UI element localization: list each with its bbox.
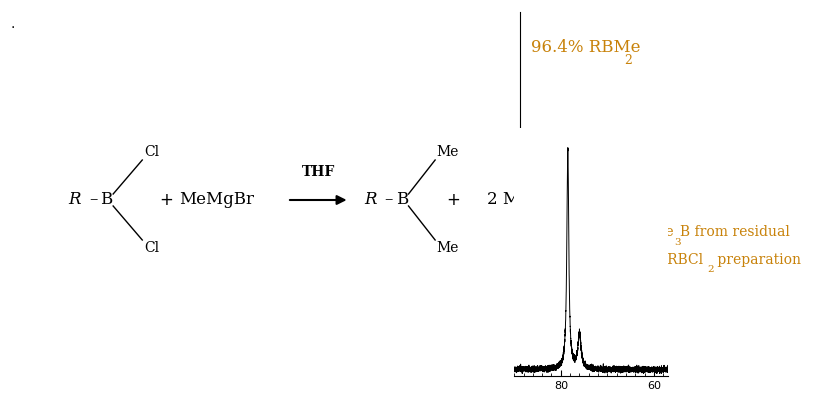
Text: +: + bbox=[447, 191, 460, 209]
Text: Cl: Cl bbox=[145, 241, 160, 255]
Text: in RBCl: in RBCl bbox=[645, 253, 703, 267]
Text: B: B bbox=[396, 192, 408, 208]
Text: Cl: Cl bbox=[145, 145, 160, 159]
Text: B from residual: B from residual bbox=[680, 225, 790, 239]
Text: MeMgBr: MeMgBr bbox=[179, 192, 254, 208]
Text: +: + bbox=[160, 191, 173, 209]
Text: 2 MgBrCl: 2 MgBrCl bbox=[487, 192, 568, 208]
Text: 2: 2 bbox=[707, 266, 714, 274]
Text: 96.4% RBMe: 96.4% RBMe bbox=[531, 40, 641, 56]
Text: R: R bbox=[68, 192, 82, 208]
Text: –: – bbox=[89, 192, 97, 208]
Text: .: . bbox=[10, 17, 15, 31]
Text: 3.6% Me: 3.6% Me bbox=[612, 225, 673, 239]
Text: –: – bbox=[384, 192, 393, 208]
Text: 3: 3 bbox=[674, 238, 681, 246]
Text: preparation: preparation bbox=[713, 253, 801, 267]
Text: 2: 2 bbox=[624, 54, 631, 66]
Text: R: R bbox=[364, 192, 377, 208]
Text: THF: THF bbox=[302, 165, 334, 179]
Text: B: B bbox=[101, 192, 112, 208]
Text: BCl: BCl bbox=[612, 253, 637, 267]
Text: Me: Me bbox=[437, 241, 458, 255]
Text: Me: Me bbox=[437, 145, 458, 159]
Text: 3: 3 bbox=[639, 266, 646, 274]
